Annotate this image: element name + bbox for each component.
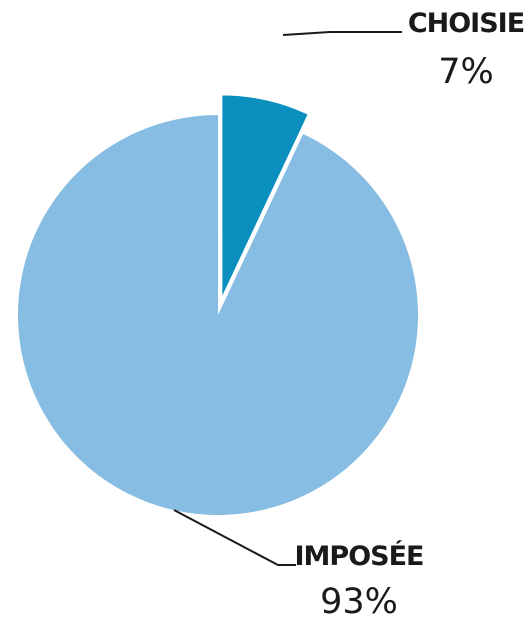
pie-slice-choisie <box>222 95 308 296</box>
slice-label-imposee: IMPOSÉE <box>295 540 424 572</box>
slice-label-choisie: CHOISIE <box>408 8 524 39</box>
leader-line-imposee <box>173 509 296 566</box>
slice-value-choisie: 7% <box>438 52 494 92</box>
pie-slice-imposee <box>17 115 419 515</box>
slice-value-imposee: 93% <box>320 582 398 617</box>
leader-line-choisie <box>282 31 402 36</box>
